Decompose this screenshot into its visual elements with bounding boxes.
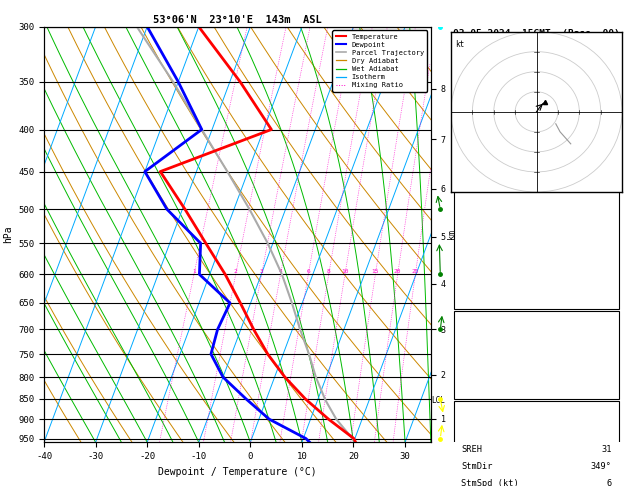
Text: CAPE (J): CAPE (J) xyxy=(461,280,503,289)
Text: 11.5: 11.5 xyxy=(591,231,612,241)
Title: 53°06'N  23°10'E  143m  ASL: 53°06'N 23°10'E 143m ASL xyxy=(153,15,322,25)
Text: Totals Totals: Totals Totals xyxy=(461,146,530,155)
Text: 519: 519 xyxy=(596,280,612,289)
Text: StmDir: StmDir xyxy=(461,462,493,471)
Text: 8: 8 xyxy=(327,269,331,275)
Text: 03.05.2024  15GMT  (Base: 00): 03.05.2024 15GMT (Base: 00) xyxy=(453,29,620,38)
Text: 0: 0 xyxy=(606,296,612,306)
Text: θᴄ (K): θᴄ (K) xyxy=(461,349,493,358)
X-axis label: Dewpoint / Temperature (°C): Dewpoint / Temperature (°C) xyxy=(158,467,317,477)
Bar xyxy=(454,400,619,486)
Text: 10: 10 xyxy=(341,269,348,275)
Text: Lifted Index: Lifted Index xyxy=(461,362,525,371)
Text: Dewp (°C): Dewp (°C) xyxy=(461,231,509,241)
Text: 519: 519 xyxy=(596,375,612,384)
Text: 349°: 349° xyxy=(591,462,612,471)
Text: 6: 6 xyxy=(306,269,310,275)
Y-axis label: hPa: hPa xyxy=(3,226,13,243)
Text: Pressure (mb): Pressure (mb) xyxy=(461,336,530,345)
Text: 1: 1 xyxy=(192,269,196,275)
Text: 25: 25 xyxy=(411,269,419,275)
Text: Most Unstable: Most Unstable xyxy=(503,318,571,327)
Text: 52: 52 xyxy=(601,146,612,155)
Text: kt: kt xyxy=(455,39,465,49)
Text: 20.4: 20.4 xyxy=(591,215,612,224)
Text: 8: 8 xyxy=(606,122,612,131)
Text: K: K xyxy=(461,122,467,131)
Text: Lifted Index: Lifted Index xyxy=(461,264,525,273)
Text: 4: 4 xyxy=(279,269,282,275)
Text: 9: 9 xyxy=(606,428,612,436)
Text: 31: 31 xyxy=(601,445,612,454)
Text: CIN (J): CIN (J) xyxy=(461,388,498,397)
Bar xyxy=(454,312,619,399)
Text: 0: 0 xyxy=(606,388,612,397)
Text: 2: 2 xyxy=(234,269,238,275)
Text: -2: -2 xyxy=(601,362,612,371)
Text: Hodograph: Hodograph xyxy=(513,408,560,417)
Text: StmSpd (kt): StmSpd (kt) xyxy=(461,479,519,486)
Legend: Temperature, Dewpoint, Parcel Trajectory, Dry Adiabat, Wet Adiabat, Isotherm, Mi: Temperature, Dewpoint, Parcel Trajectory… xyxy=(332,30,427,92)
Text: CAPE (J): CAPE (J) xyxy=(461,375,503,384)
Bar xyxy=(454,189,619,309)
Text: 15: 15 xyxy=(372,269,379,275)
Text: 6: 6 xyxy=(606,479,612,486)
Text: 20: 20 xyxy=(394,269,401,275)
Text: LCL: LCL xyxy=(431,396,445,404)
Y-axis label: km
ASL: km ASL xyxy=(447,227,466,242)
Text: 998: 998 xyxy=(596,336,612,345)
Text: Surface: Surface xyxy=(518,196,555,205)
Text: 318: 318 xyxy=(596,349,612,358)
Text: -2: -2 xyxy=(601,264,612,273)
Bar xyxy=(454,114,619,187)
Text: 3: 3 xyxy=(260,269,264,275)
Text: CIN (J): CIN (J) xyxy=(461,296,498,306)
Text: EH: EH xyxy=(461,428,472,436)
Text: PW (cm): PW (cm) xyxy=(461,170,498,179)
Text: Temp (°C): Temp (°C) xyxy=(461,215,509,224)
Text: 1.59: 1.59 xyxy=(591,170,612,179)
Text: θᴄ(K): θᴄ(K) xyxy=(461,248,487,257)
Text: 318: 318 xyxy=(596,248,612,257)
Text: SREH: SREH xyxy=(461,445,482,454)
